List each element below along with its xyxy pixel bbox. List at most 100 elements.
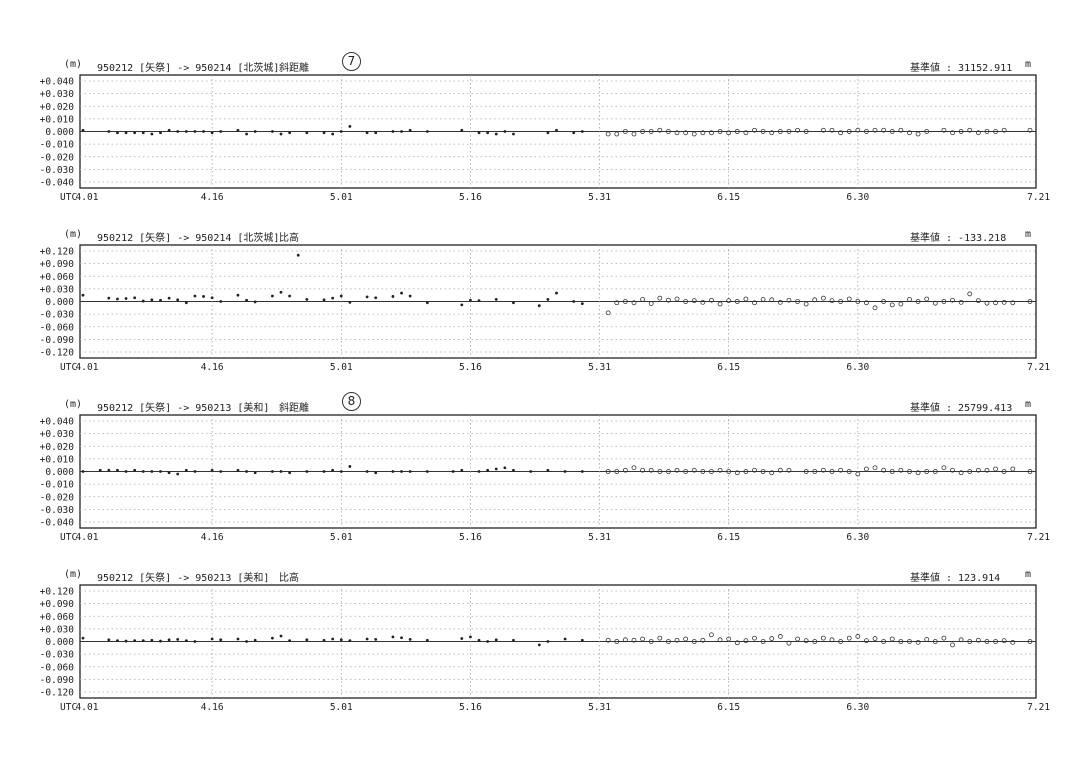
data-point <box>167 638 171 642</box>
data-point <box>546 131 550 135</box>
data-point <box>993 129 998 134</box>
station-number-circle: 7 <box>342 52 361 71</box>
data-point <box>932 300 938 306</box>
data-point <box>236 637 240 641</box>
data-point <box>408 294 412 298</box>
data-point <box>391 635 395 639</box>
x-tick-label: 6.15 <box>717 532 740 543</box>
data-point <box>924 636 930 642</box>
data-point <box>967 291 973 297</box>
data-point <box>769 130 775 136</box>
y-tick-label: -0.090 <box>40 335 75 346</box>
data-point <box>984 129 990 134</box>
data-point <box>820 635 826 641</box>
unit-label: (m) <box>64 229 83 240</box>
base-value-unit: m <box>1025 399 1032 410</box>
data-point <box>322 298 326 302</box>
data-point <box>889 636 895 642</box>
data-point <box>829 127 835 133</box>
data-point <box>1001 127 1007 133</box>
data-point <box>150 132 154 136</box>
data-point <box>374 471 378 475</box>
base-value-label: 基準値 : 123.914 <box>910 573 1001 584</box>
data-point <box>400 470 403 473</box>
data-point <box>339 470 343 473</box>
data-point <box>666 297 671 303</box>
x-tick-label: 6.30 <box>846 702 869 713</box>
data-point <box>924 296 930 302</box>
data-point <box>760 296 766 302</box>
data-point <box>683 636 689 642</box>
data-point <box>803 129 809 134</box>
data-point <box>674 130 680 136</box>
data-point <box>271 636 274 640</box>
data-point <box>184 639 188 643</box>
data-point <box>709 130 714 136</box>
x-tick-label: 4.16 <box>201 532 224 543</box>
data-point <box>1010 639 1016 645</box>
data-point <box>993 466 998 472</box>
data-point <box>176 130 180 133</box>
data-point <box>408 128 412 132</box>
data-point <box>460 128 464 132</box>
x-tick-label: 5.01 <box>330 192 353 203</box>
data-point <box>898 467 904 473</box>
data-point <box>605 469 611 474</box>
data-point <box>760 129 766 134</box>
data-point <box>141 470 145 473</box>
data-point <box>975 298 981 304</box>
y-tick-label: -0.030 <box>40 310 75 321</box>
data-point <box>889 129 895 134</box>
data-point <box>374 131 378 135</box>
x-tick-label: 4.01 <box>76 702 99 713</box>
data-point <box>253 638 257 642</box>
data-point <box>777 129 783 134</box>
data-point <box>167 128 171 132</box>
data-point <box>176 637 180 641</box>
data-point <box>141 131 145 135</box>
data-point <box>605 131 611 137</box>
data-point <box>640 129 645 134</box>
data-point <box>752 127 757 133</box>
data-point <box>348 465 352 468</box>
data-point <box>803 301 809 307</box>
data-point <box>202 130 205 133</box>
route-label: 950212 [矢祭] -> 950213 [美和] <box>97 573 270 584</box>
data-point <box>683 469 689 474</box>
data-point <box>98 468 102 472</box>
y-tick-label: -0.120 <box>40 348 75 359</box>
x-tick-label: 5.01 <box>330 702 353 713</box>
y-tick-label: -0.040 <box>40 518 75 529</box>
data-point <box>855 299 861 304</box>
x-tick-label: 5.16 <box>459 362 482 373</box>
data-point <box>907 469 912 474</box>
data-point <box>348 125 352 128</box>
data-point <box>141 299 145 303</box>
data-point <box>116 468 119 472</box>
data-point <box>408 637 412 641</box>
data-point <box>709 469 714 474</box>
data-point <box>271 294 274 298</box>
data-point <box>743 130 749 136</box>
data-point <box>400 130 403 133</box>
y-tick-label: +0.090 <box>40 599 75 610</box>
data-point <box>864 638 869 644</box>
data-point <box>81 128 85 132</box>
x-tick-label: 5.31 <box>588 362 611 373</box>
data-point <box>950 130 955 136</box>
data-point <box>348 300 352 304</box>
data-point <box>786 467 792 473</box>
data-point <box>898 301 904 307</box>
route-label: 950212 [矢祭] -> 950214 [北茨城] <box>97 63 280 74</box>
data-point <box>734 470 740 476</box>
data-point <box>726 298 732 304</box>
data-point <box>184 301 188 305</box>
x-axis-label: UTC <box>60 362 77 373</box>
y-tick-label: -0.060 <box>40 322 75 333</box>
data-point <box>967 127 973 133</box>
data-point <box>648 301 654 307</box>
data-point <box>279 634 283 638</box>
data-point <box>512 468 515 472</box>
data-point <box>640 467 645 473</box>
data-point <box>210 131 214 135</box>
